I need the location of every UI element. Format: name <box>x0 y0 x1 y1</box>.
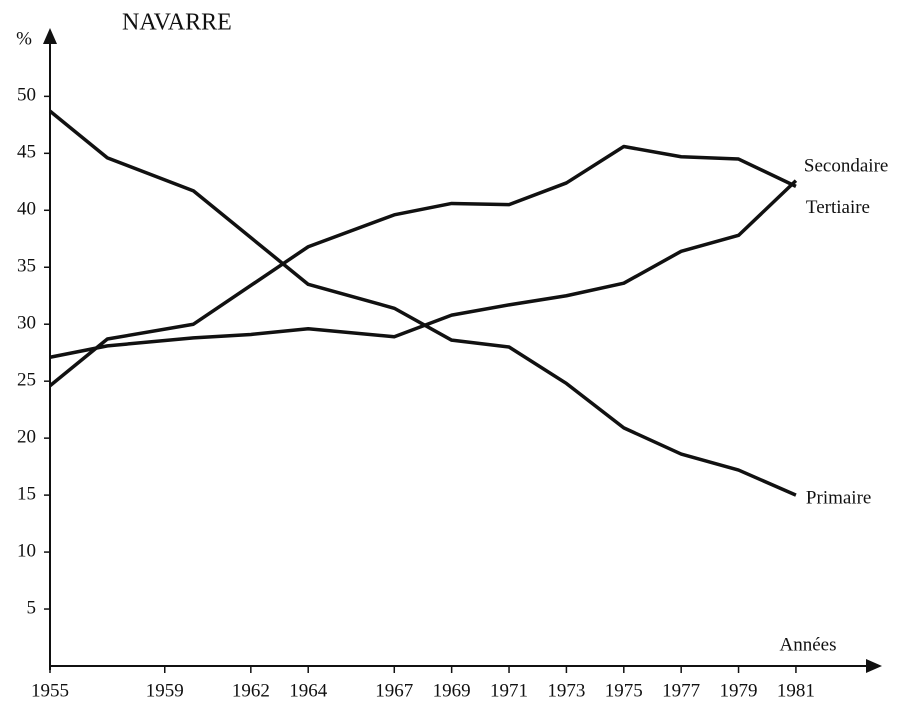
y-tick-label: 20 <box>17 427 36 448</box>
y-axis-arrow <box>43 28 57 44</box>
y-axis-label: % <box>16 28 32 49</box>
y-tick-label: 35 <box>17 256 36 277</box>
x-tick-label: 1959 <box>146 680 184 701</box>
x-axis-arrow <box>866 659 882 673</box>
series-line <box>49 179 798 359</box>
x-tick-label: 1979 <box>720 680 758 701</box>
chart-title: NAVARRE <box>122 10 232 36</box>
x-tick-label: 1973 <box>547 680 585 701</box>
y-tick-label: 30 <box>17 313 36 334</box>
x-tick-label: 1969 <box>433 680 471 701</box>
x-tick-label: 1962 <box>232 680 270 701</box>
x-tick-label: 1955 <box>31 680 69 701</box>
series-label: Secondaire <box>804 156 888 177</box>
x-tick-label: 1967 <box>375 680 413 701</box>
x-tick-label: 1981 <box>777 680 815 701</box>
series-label: Tertiaire <box>806 197 870 218</box>
x-tick-label: 1977 <box>662 680 700 701</box>
series-line <box>48 144 797 388</box>
x-tick-label: 1975 <box>605 680 643 701</box>
y-tick-label: 15 <box>17 483 36 504</box>
x-tick-label: 1971 <box>490 680 528 701</box>
y-tick-label: 45 <box>17 142 36 163</box>
y-tick-label: 50 <box>17 85 36 106</box>
y-tick-label: 25 <box>17 370 36 391</box>
y-tick-label: 10 <box>17 540 36 561</box>
y-tick-label: 40 <box>17 199 36 220</box>
series-label: Primaire <box>806 487 871 508</box>
x-tick-label: 1964 <box>289 680 328 701</box>
series-line <box>48 109 797 497</box>
y-tick-label: 5 <box>27 597 37 618</box>
x-axis-label: Années <box>780 634 837 655</box>
